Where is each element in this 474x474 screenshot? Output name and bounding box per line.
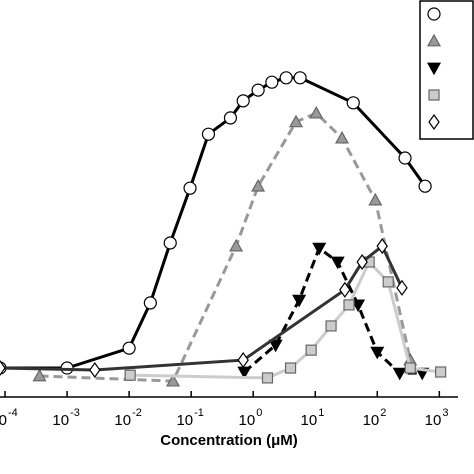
series-line: [0, 243, 404, 372]
data-point: [265, 75, 279, 89]
x-tick-label: 10: [239, 412, 256, 429]
data-point: [398, 151, 412, 165]
x-tick-label: 10: [363, 412, 380, 429]
data-point: [143, 296, 157, 310]
legend-marker: [427, 7, 441, 21]
data-point: [334, 130, 350, 144]
series-line: [130, 259, 441, 380]
series-line: [39, 111, 412, 383]
data-point: [396, 279, 408, 296]
data-point: [343, 299, 355, 311]
data-point: [165, 373, 181, 387]
legend-marker: [428, 113, 440, 131]
data-point: [183, 181, 197, 195]
x-tick-exponent: 1: [318, 407, 324, 419]
data-point: [122, 341, 136, 355]
x-tick-exponent: -1: [194, 407, 204, 419]
data-point: [237, 352, 249, 369]
x-tick-exponent: 2: [380, 407, 386, 419]
data-point: [292, 294, 307, 308]
data-point: [325, 320, 337, 332]
x-tick-exponent: -4: [8, 407, 18, 419]
data-point: [356, 253, 368, 271]
data-point: [293, 71, 307, 85]
x-tick-exponent: -2: [132, 407, 142, 419]
x-tick-label: 10: [114, 412, 131, 429]
data-point: [346, 96, 360, 110]
data-point: [288, 114, 304, 128]
data-point: [268, 339, 283, 353]
series-line: [0, 76, 427, 370]
data-point: [279, 71, 293, 85]
data-point: [251, 178, 266, 192]
data-point: [0, 359, 6, 377]
data-point: [251, 83, 265, 97]
data-point: [124, 369, 136, 381]
x-tick-exponent: 3: [442, 407, 448, 419]
data-point: [32, 368, 47, 382]
data-point: [309, 105, 324, 119]
x-axis-label: Concentration (μM): [160, 432, 298, 449]
data-point: [370, 346, 385, 360]
data-point: [223, 111, 238, 125]
legend-marker: [428, 89, 440, 101]
data-point: [339, 281, 351, 298]
data-point: [376, 238, 388, 255]
x-tick-exponent: -3: [70, 407, 80, 419]
data-point: [435, 366, 447, 378]
legend-marker: [426, 33, 442, 47]
data-point: [404, 362, 416, 374]
x-tick-exponent: 0: [256, 407, 262, 419]
data-point: [237, 366, 252, 380]
data-point: [284, 362, 297, 374]
x-tick-label: 10: [301, 412, 318, 429]
data-point: [368, 192, 383, 206]
x-tick-label: 10: [176, 412, 193, 429]
data-point: [305, 344, 317, 356]
data-point: [312, 242, 327, 256]
legend-marker: [426, 62, 442, 76]
x-tick-label: 10: [0, 412, 7, 429]
data-point: [89, 361, 101, 379]
data-point: [418, 179, 432, 193]
data-point: [261, 372, 274, 384]
data-point: [382, 276, 394, 288]
data-point: [201, 127, 216, 141]
data-point: [351, 299, 366, 313]
legend: [419, 0, 474, 140]
data-point: [236, 94, 250, 108]
data-point: [330, 256, 345, 270]
x-tick-label: 10: [425, 412, 442, 429]
data-point: [163, 236, 177, 250]
data-point: [229, 238, 244, 252]
data-point: [392, 367, 407, 381]
x-tick-label: 10: [52, 412, 69, 429]
